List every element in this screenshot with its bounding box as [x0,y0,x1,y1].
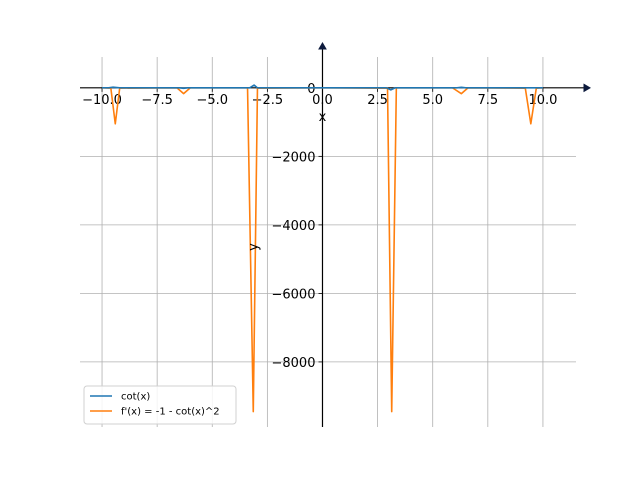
y-tick-label: −6000 [272,287,316,302]
x-axis-arrow-icon [583,83,591,93]
x-axis-title: x [319,110,327,125]
x-tick-label: −2.5 [252,93,284,108]
legend-box [83,385,237,425]
y-tick-label: 0 [307,82,315,97]
y-axis-title: y [246,243,261,251]
series-lines [102,84,543,413]
legend-label-cot: cot(x) [121,392,150,403]
series-line [102,84,543,91]
x-tick-label: −10.0 [82,93,122,108]
y-tick-label: −4000 [272,219,316,234]
x-tick-label: 2.5 [367,93,388,108]
x-tick-label: 10.0 [528,93,557,108]
x-tick-label: 5.0 [422,93,443,108]
y-axis-arrow-icon [318,42,327,50]
tick-marks: −10.0 −7.5 −5.0 −2.5 0.0 2.5 5.0 7.5 10.0 0 −2000 −… [82,82,557,371]
grid-lines [80,57,576,427]
x-tick-label: 7.5 [477,93,498,108]
y-tick-label: −8000 [272,356,316,371]
legend-label-derivative: f'(x) = -1 - cot(x)^2 [121,407,220,418]
x-tick-label: −5.0 [196,93,228,108]
x-tick-label: 0.0 [312,93,333,108]
x-tick-label: −7.5 [141,93,173,108]
legend: cot(x) f'(x) = -1 - cot(x)^2 [83,385,237,425]
y-tick-label: −2000 [272,150,316,165]
